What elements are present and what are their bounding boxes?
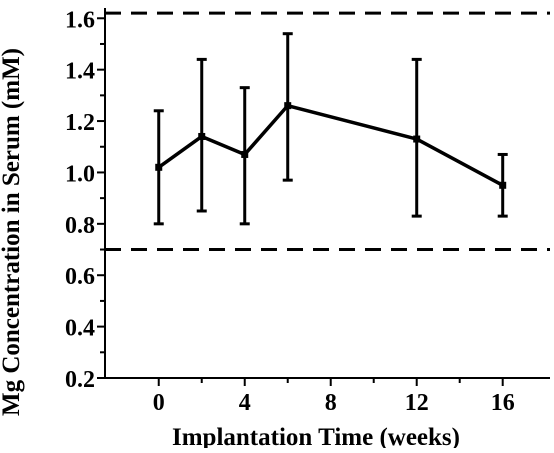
y-tick-label: 0.6: [65, 264, 95, 290]
data-point: [198, 132, 206, 140]
y-tick-label: 0.2: [65, 367, 95, 393]
data-point: [155, 163, 163, 171]
y-tick-label: 1.6: [65, 7, 95, 33]
data-point: [499, 181, 507, 189]
data-series: [153, 32, 508, 226]
axes: 0 4 8 12 16 0.2 0.4 0.6 0.8 1.0 1.2 1.4 1.6: [65, 7, 550, 416]
y-tick-label: 1.2: [65, 110, 95, 136]
data-point: [413, 135, 421, 143]
y-tick-label: 0.4: [65, 316, 95, 342]
y-tick-label: 1.4: [65, 59, 95, 85]
x-tick-label: 8: [325, 390, 337, 416]
reference-lines: [105, 11, 550, 252]
x-tick-label: 16: [491, 390, 515, 416]
x-tick-label: 4: [239, 390, 251, 416]
y-axis-label: Mg Concentration in Serum (mM): [0, 48, 25, 416]
x-tick-label: 12: [405, 390, 429, 416]
series-line: [157, 103, 504, 187]
data-point: [241, 150, 249, 158]
x-axis-label: Implantation Time (weeks): [172, 424, 460, 448]
data-point: [284, 102, 292, 110]
y-tick-label: 1.0: [65, 161, 95, 187]
x-tick-label: 0: [153, 390, 165, 416]
y-tick-label: 0.8: [65, 213, 95, 239]
